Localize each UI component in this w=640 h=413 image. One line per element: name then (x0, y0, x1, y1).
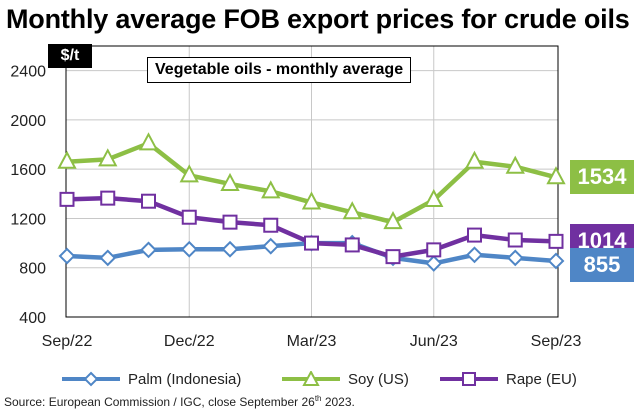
data-point-palm (547, 252, 565, 270)
legend-swatch-palm (62, 371, 120, 387)
data-point-soy (464, 150, 485, 169)
y-tick-label: 1600 (10, 162, 46, 179)
y-tick-label: 2000 (10, 113, 46, 130)
legend-item-rape: Rape (EU) (438, 368, 577, 390)
legend-item-palm: Palm (Indonesia) (60, 368, 241, 390)
data-point-soy (138, 132, 159, 151)
grid-layer (66, 46, 558, 318)
series-soy (57, 132, 566, 230)
data-point-rape (344, 237, 360, 253)
data-point-rape (467, 227, 482, 243)
data-point-palm (425, 255, 443, 272)
series-rape (59, 190, 564, 265)
data-point-rape (222, 214, 238, 230)
data-point-rape (385, 249, 401, 265)
chart-subtitle: Vegetable oils - monthly average (147, 57, 412, 83)
x-tick-label: Dec/22 (164, 333, 215, 350)
data-point-soy (179, 164, 199, 183)
legend-label-rape: Rape (EU) (506, 370, 577, 388)
y-tick-label: 400 (19, 310, 46, 327)
y-axis-unit-label: $/t (48, 44, 92, 68)
x-tick-label: Mar/23 (287, 333, 337, 350)
data-point-soy (342, 201, 362, 220)
data-point-soy (424, 188, 444, 207)
data-point-soy (57, 150, 77, 169)
data-point-rape (59, 191, 75, 207)
x-tick-label: Sep/22 (42, 333, 93, 350)
legend-item-soy: Soy (US) (280, 368, 409, 390)
data-point-soy (505, 155, 525, 174)
data-point-palm (58, 247, 76, 265)
source-ordinal: th (314, 394, 322, 403)
data-point-rape (100, 190, 116, 206)
data-point-soy (383, 211, 403, 230)
data-point-soy (546, 166, 566, 185)
data-point-palm (466, 246, 483, 264)
end-value-badge-soy: 1534 (570, 160, 634, 195)
data-point-palm (140, 241, 157, 259)
legend-label-soy: Soy (US) (348, 370, 409, 388)
legend-label-palm: Palm (Indonesia) (128, 370, 242, 388)
data-point-palm (180, 240, 198, 258)
end-value-badge-palm: 855 (570, 247, 634, 282)
data-point-rape (507, 232, 523, 248)
y-tick-label: 800 (19, 261, 46, 278)
x-tick-label: Jun/23 (410, 333, 458, 350)
data-point-rape (141, 193, 156, 209)
source-note: Source: European Commission / IGC, close… (4, 394, 355, 409)
chart-title: Monthly average FOB export prices for cr… (6, 4, 630, 34)
data-point-palm (506, 249, 524, 267)
legend-swatch-soy (282, 371, 340, 386)
data-point-palm (221, 240, 239, 258)
series-layer (57, 132, 566, 272)
source-text: Source: European Commission / IGC, close… (4, 395, 315, 409)
legend-swatch-rape (440, 372, 498, 386)
data-point-rape (181, 209, 197, 225)
source-year: 2023. (321, 395, 355, 409)
x-tick-label: Sep/23 (531, 333, 582, 350)
data-point-soy (98, 148, 118, 167)
data-point-rape (263, 217, 279, 233)
data-point-soy (261, 180, 281, 199)
data-point-rape (426, 242, 442, 258)
data-point-soy (301, 191, 322, 210)
data-point-rape (548, 233, 564, 249)
y-tick-label: 2400 (10, 64, 46, 81)
axis-layer: 400 800 1200 1600 2000 2400 Sep/22 Dec/22 Mar/23… (10, 64, 581, 350)
data-point-palm (99, 249, 117, 267)
data-point-palm (262, 237, 280, 255)
data-point-rape (304, 235, 319, 251)
data-point-soy (220, 172, 240, 191)
y-tick-label: 1200 (10, 211, 46, 228)
